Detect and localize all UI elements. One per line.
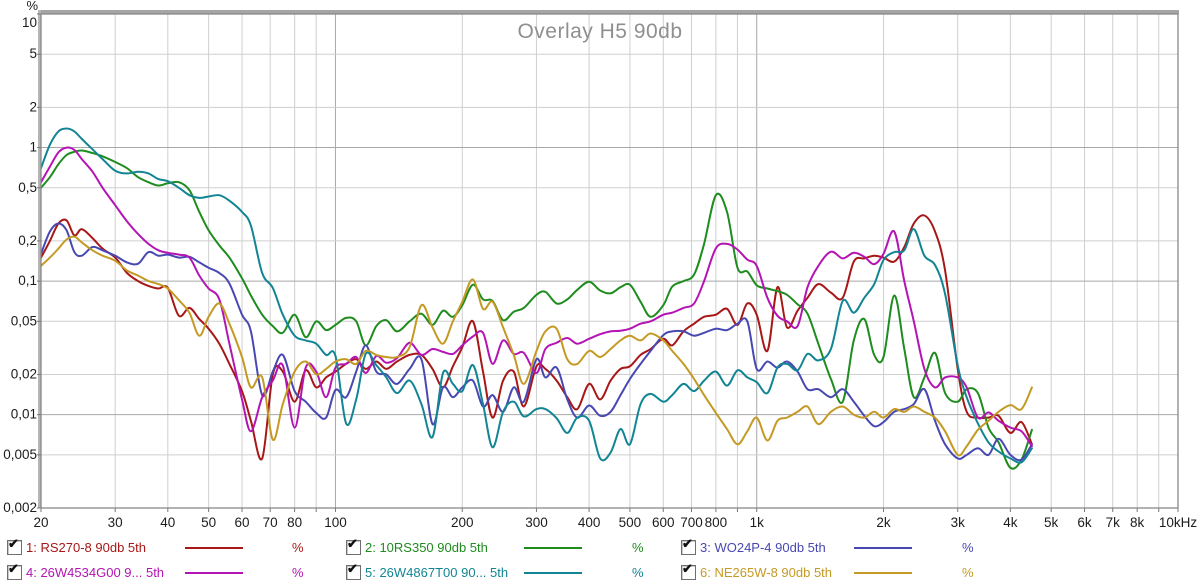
legend-line-swatch-3 [854, 547, 912, 549]
y-tick-label: 5 [29, 46, 37, 61]
legend-checkbox-6[interactable]: ✔ [681, 561, 696, 580]
series-line-3 [41, 222, 1033, 462]
legend-label-2: 2: 10RS350 90db 5th [365, 540, 488, 555]
legend-line-swatch-1 [185, 547, 243, 549]
legend-checkbox-4[interactable]: ✔ [7, 561, 22, 580]
x-tick-label: 6k [1077, 515, 1092, 530]
x-tick-label: 800 [705, 515, 728, 530]
legend-label-6: 6: NE265W-8 90db 5th [700, 565, 833, 580]
legend-checkbox-1[interactable]: ✔ [7, 536, 22, 555]
x-tick-label: 2k [876, 515, 891, 530]
checkmark-icon: ✔ [682, 561, 693, 576]
legend-item-4: ✔ 4: 26W4534G00 9... 5th% [0, 561, 1200, 581]
x-tick-label: 300 [525, 515, 548, 530]
checkmark-icon: ✔ [347, 561, 358, 576]
y-tick-label: 0,05 [11, 313, 37, 328]
y-tick-label: 2 [29, 99, 37, 114]
x-tick-label: 4k [1003, 515, 1018, 530]
legend-checkbox-2[interactable]: ✔ [346, 536, 361, 555]
distortion-overlay-plot[interactable]: 20 30 40 50 60 70 80 100 200 300 400 500 600 700 800 1k… [0, 0, 1200, 537]
x-tick-label: 400 [578, 515, 601, 530]
x-tick-label: 500 [619, 515, 642, 530]
legend-line-swatch-6 [854, 572, 912, 574]
y-tick-label: 0,02 [11, 366, 37, 381]
x-tick-label: 1k [750, 515, 765, 530]
legend-item-2: ✔ 2: 10RS350 90db 5th% [0, 536, 1200, 556]
checkmark-icon: ✔ [8, 536, 19, 551]
y-tick-label: 0,1 [18, 273, 37, 288]
x-tick-label: 10kHz [1159, 515, 1198, 530]
x-tick-label: 80 [287, 515, 302, 530]
x-tick-label: 8k [1130, 515, 1145, 530]
legend-item-5: ✔ 5: 26W4867T00 90... 5th% [0, 561, 1200, 581]
y-tick-label: 0,005 [3, 447, 37, 462]
checkmark-icon: ✔ [682, 536, 693, 551]
legend-label-3: 3: WO24P-4 90db 5th [700, 540, 826, 555]
series-line-2 [41, 149, 1033, 470]
legend-line-swatch-2 [524, 547, 582, 549]
x-tick-label: 200 [451, 515, 474, 530]
checkmark-icon: ✔ [347, 536, 358, 551]
plot-bevel-top [38, 10, 1179, 14]
chart-title: Overlay H5 90db [517, 20, 683, 43]
y-tick-label: 0,2 [18, 233, 37, 248]
plot-bevel-left [38, 10, 41, 508]
legend-line-swatch-4 [185, 572, 243, 574]
x-tick-label: 100 [324, 515, 347, 530]
legend-unit-3: % [962, 540, 974, 555]
x-tick-label: 3k [951, 515, 966, 530]
legend-checkbox-5[interactable]: ✔ [346, 561, 361, 580]
legend-unit-6: % [962, 565, 974, 580]
plot-border [40, 13, 1179, 509]
y-tick-label: 0,01 [11, 407, 37, 422]
x-tick-label: 70 [263, 515, 278, 530]
checkmark-icon: ✔ [8, 561, 19, 576]
series-line-5 [41, 127, 1033, 464]
legend-label-1: 1: RS270-8 90db 5th [26, 540, 146, 555]
legend-label-4: 4: 26W4534G00 9... 5th [26, 565, 165, 580]
legend-item-1: ✔ 1: RS270-8 90db 5th% [0, 536, 1200, 556]
x-tick-label: 5k [1044, 515, 1059, 530]
y-tick-label: 0,5 [18, 180, 37, 195]
x-tick-label: 40 [160, 515, 175, 530]
x-tick-label: 7k [1106, 515, 1121, 530]
legend-unit-4: % [292, 565, 304, 580]
x-tick-label: 50 [201, 515, 216, 530]
legend-checkbox-3[interactable]: ✔ [681, 536, 696, 555]
legend-unit-2: % [632, 540, 644, 555]
series-line-6 [41, 235, 1033, 457]
y-tick-label: 10 [22, 15, 37, 30]
legend-unit-1: % [292, 540, 304, 555]
x-tick-label: 700 [680, 515, 703, 530]
y-tick-label: 0,002 [3, 500, 37, 515]
y-tick-label: 1 [29, 140, 37, 155]
x-tick-label: 30 [108, 515, 123, 530]
x-tick-label: 600 [652, 515, 675, 530]
legend-unit-5: % [632, 565, 644, 580]
legend-item-6: ✔ 6: NE265W-8 90db 5th% [0, 561, 1200, 581]
series-line-4 [41, 146, 1033, 448]
legend-line-swatch-5 [524, 572, 582, 574]
x-tick-label: 60 [234, 515, 249, 530]
x-tick-label: 20 [33, 515, 48, 530]
legend-item-3: ✔ 3: WO24P-4 90db 5th% [0, 536, 1200, 556]
legend-label-5: 5: 26W4867T00 90... 5th [365, 565, 509, 580]
y-axis-unit: % [26, 0, 38, 13]
